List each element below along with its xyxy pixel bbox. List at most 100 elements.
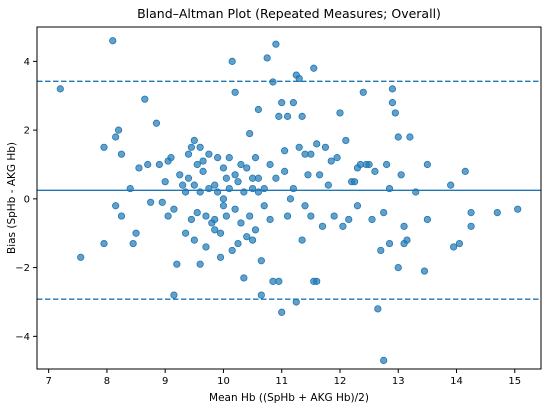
data-point (202, 212, 210, 220)
data-point (278, 99, 286, 107)
data-point (237, 160, 245, 169)
data-point (246, 129, 254, 138)
data-point (184, 174, 193, 182)
data-point (228, 246, 236, 255)
data-point (117, 150, 126, 158)
data-point (193, 209, 201, 217)
data-point (298, 112, 306, 120)
data-point (257, 257, 265, 265)
data-point (281, 147, 289, 155)
y-tick-label: 0 (24, 194, 30, 205)
data-point (400, 222, 408, 230)
x-tick-label: 8 (104, 376, 110, 387)
data-point (263, 54, 271, 62)
data-point (257, 291, 265, 299)
data-point (164, 212, 172, 220)
data-point (388, 99, 397, 107)
data-point (260, 184, 268, 193)
data-point (406, 133, 414, 141)
data-point (147, 198, 155, 206)
y-tick-label: 4 (24, 57, 30, 68)
data-point (385, 184, 394, 193)
data-point (423, 160, 431, 169)
data-point (228, 57, 236, 65)
x-tick-label: 10 (217, 376, 230, 387)
data-point (202, 243, 210, 251)
data-point (281, 167, 289, 175)
plot-frame (36, 26, 542, 370)
data-point (467, 222, 475, 230)
data-point (205, 184, 213, 193)
data-point (117, 212, 126, 220)
data-point (423, 215, 431, 224)
data-point (295, 143, 303, 151)
x-axis-ticks: 7 8 9 10 11 12 13 14 15 (45, 369, 521, 387)
data-point (199, 157, 207, 165)
data-point (283, 112, 292, 120)
data-point (275, 277, 283, 285)
data-point (394, 264, 402, 272)
data-point (132, 229, 140, 237)
data-point (240, 274, 248, 282)
data-point (283, 212, 292, 220)
data-point (275, 112, 283, 120)
data-point (272, 174, 280, 182)
data-point (211, 226, 219, 234)
data-point (179, 181, 187, 189)
data-point (161, 178, 169, 186)
data-point (216, 229, 225, 237)
data-point (248, 236, 257, 244)
data-point (321, 143, 330, 151)
data-point (353, 164, 362, 172)
data-point (219, 202, 228, 210)
data-point (205, 150, 213, 158)
data-point (377, 246, 385, 255)
data-point (141, 95, 149, 103)
data-point (181, 188, 190, 196)
data-point (219, 195, 228, 203)
data-point (181, 229, 190, 237)
data-point (447, 181, 455, 189)
data-point (231, 205, 239, 213)
data-point (196, 260, 204, 268)
data-point (313, 277, 321, 285)
data-point (112, 133, 120, 141)
data-point (243, 164, 251, 172)
data-point (266, 160, 274, 169)
data-point (315, 171, 324, 179)
data-point (176, 171, 184, 179)
y-tick-label: −4 (15, 332, 30, 343)
data-point (187, 215, 196, 224)
data-point (278, 308, 286, 316)
data-point (231, 171, 239, 179)
data-point (514, 205, 522, 213)
data-point (237, 219, 245, 227)
data-point (380, 209, 388, 217)
data-point (234, 239, 242, 248)
data-point (100, 239, 108, 248)
x-tick-label: 7 (45, 376, 51, 387)
x-axis-label: Mean Hb ((SpHb + AKG Hb)/2) (209, 392, 369, 404)
data-point (310, 64, 318, 72)
data-point (231, 88, 239, 96)
data-point (100, 143, 108, 151)
data-point (467, 209, 475, 217)
data-point (365, 160, 373, 169)
y-axis-ticks: −4 −2 0 2 4 (15, 57, 37, 343)
data-point (254, 105, 263, 114)
data-point (336, 109, 344, 117)
data-point (254, 188, 263, 196)
data-point (109, 37, 117, 45)
data-point (196, 143, 204, 151)
data-point (126, 184, 134, 193)
data-point (333, 154, 341, 162)
data-point (266, 215, 274, 224)
data-point (272, 40, 280, 48)
data-point (248, 184, 257, 193)
data-point (388, 85, 397, 93)
data-points (56, 37, 522, 365)
data-point (144, 160, 152, 169)
data-point (461, 167, 469, 175)
